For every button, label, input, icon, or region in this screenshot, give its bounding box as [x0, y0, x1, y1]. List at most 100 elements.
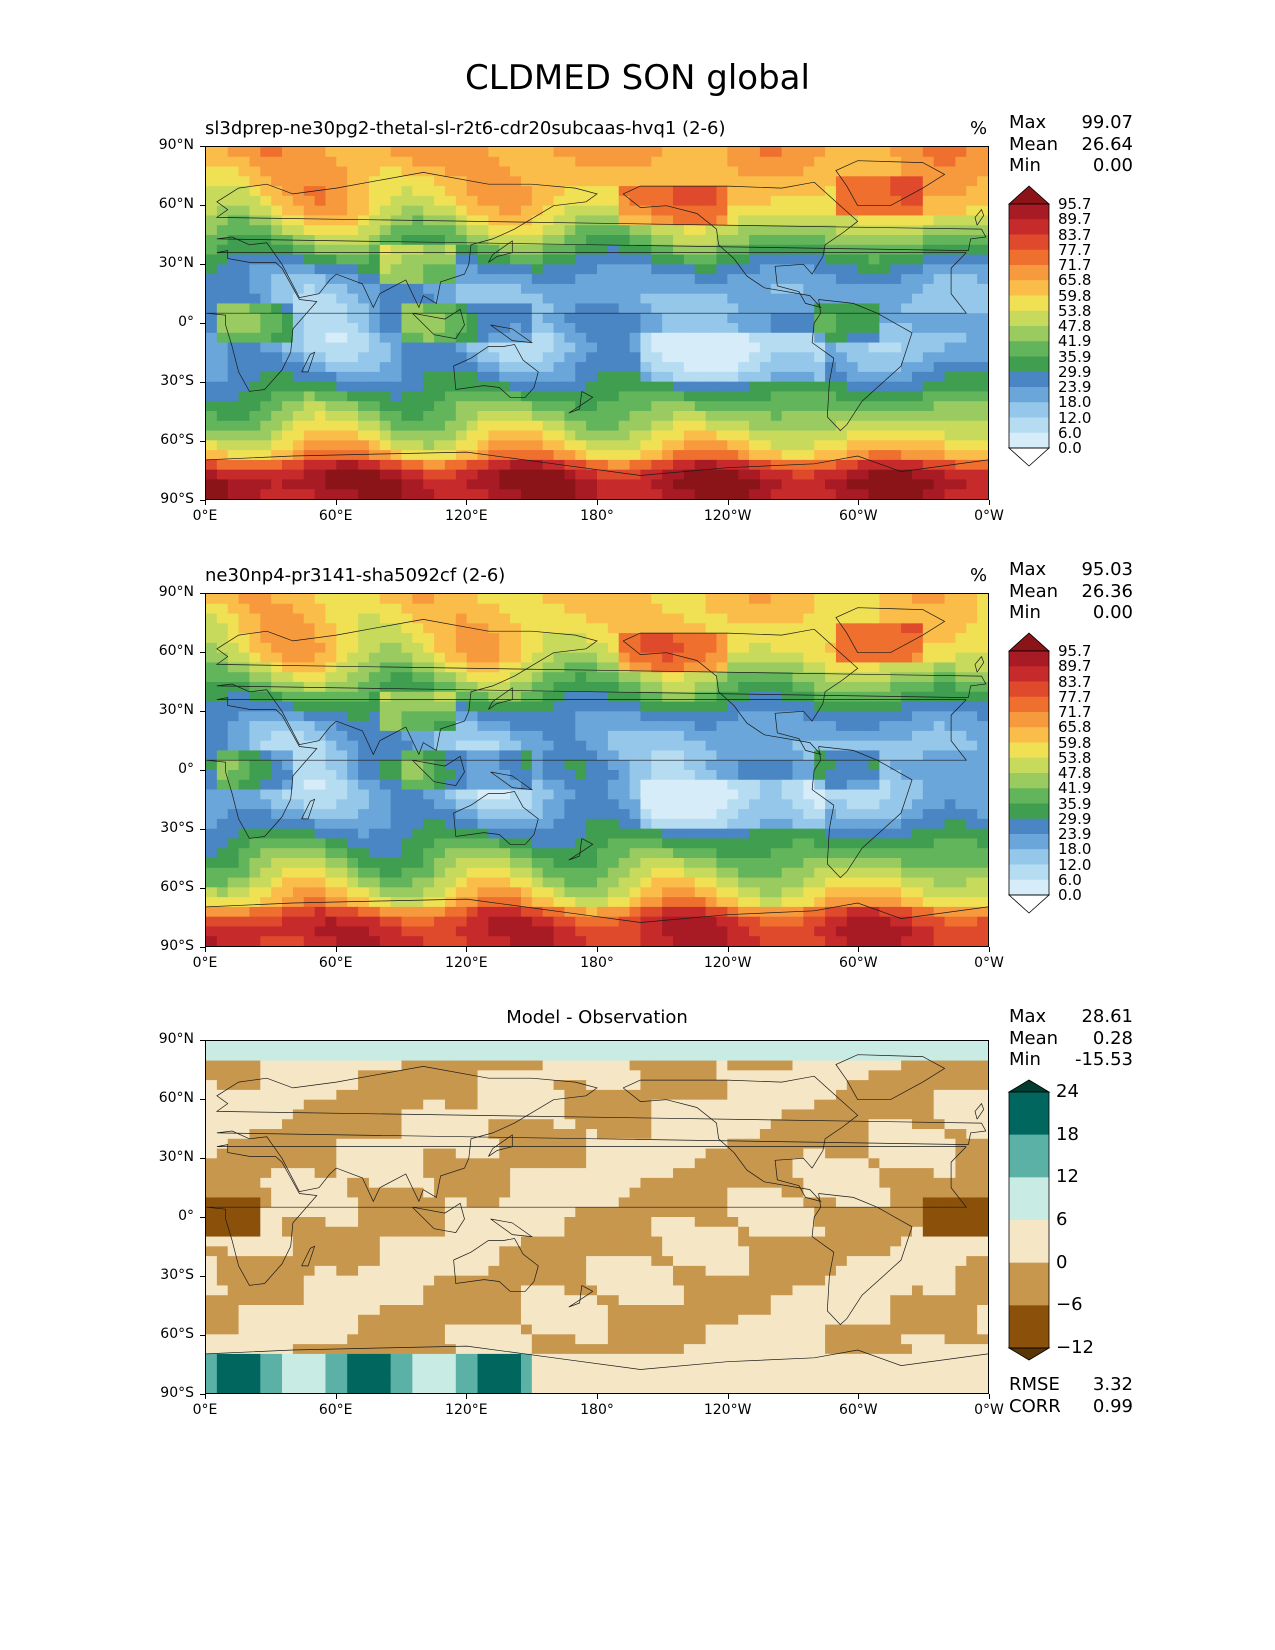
field-cell: [303, 332, 316, 344]
field-cell: [303, 371, 316, 383]
field-cell: [825, 323, 837, 334]
field-cell: [586, 594, 598, 605]
field-cell: [879, 332, 891, 344]
field-cell: [640, 303, 652, 314]
field-cell: [325, 440, 337, 451]
field-cell: [955, 770, 967, 781]
field-cell: [781, 205, 794, 217]
coastline: [215, 172, 987, 309]
field-cell: [629, 332, 642, 344]
field-cell: [944, 887, 957, 898]
field-cell: [792, 342, 804, 353]
field-cell: [455, 371, 468, 383]
field-cell: [618, 469, 631, 481]
field-cell: [803, 887, 815, 898]
field-cell: [260, 371, 272, 383]
field-cell: [803, 877, 815, 888]
field-cell: [499, 254, 511, 265]
field-cell: [477, 381, 489, 393]
field-cell: [868, 342, 880, 353]
field-cell: [564, 381, 576, 393]
field-cell: [379, 205, 392, 217]
field-cell: [249, 479, 261, 490]
field-cell: [618, 156, 631, 168]
field-cell: [977, 235, 988, 246]
field-cell: [564, 760, 576, 771]
field-cell: [683, 352, 696, 363]
field-cell: [347, 274, 359, 285]
field-cell: [955, 691, 967, 703]
field-cell: [738, 440, 750, 451]
field-cell: [347, 244, 359, 256]
field-cell: [401, 352, 413, 363]
field-cell: [238, 779, 251, 791]
field-cell: [358, 254, 370, 265]
field-cell: [944, 594, 957, 605]
field-cell: [846, 721, 859, 732]
field-cell: [857, 293, 870, 305]
field-cell: [901, 225, 913, 236]
field-cell: [531, 147, 544, 158]
field-cell: [575, 809, 587, 820]
field-cell: [911, 166, 924, 177]
field-cell: [390, 440, 403, 451]
field-cell: [325, 293, 337, 305]
field-cell: [553, 411, 566, 422]
field-cell: [879, 897, 891, 908]
field-cell: [673, 750, 685, 761]
field-cell: [792, 391, 804, 402]
field-cell: [662, 450, 674, 461]
field-cell: [662, 858, 674, 869]
field-cell: [303, 391, 316, 402]
field-cell: [738, 401, 750, 412]
field-cell: [911, 303, 924, 314]
field-cell: [423, 401, 435, 412]
field-cell: [412, 750, 424, 761]
field-cell: [955, 662, 967, 673]
field-cell: [825, 225, 837, 236]
field-cell: [955, 440, 967, 451]
field-cell: [314, 195, 327, 207]
field-cell: [520, 293, 533, 305]
field-cell: [434, 779, 446, 791]
field-cell: [966, 897, 978, 908]
field-cell: [683, 332, 696, 344]
field-cell: [466, 186, 479, 197]
field-cell: [835, 682, 848, 693]
field-cell: [401, 633, 413, 644]
field-cell: [803, 750, 815, 761]
field-cell: [379, 479, 392, 490]
field-cell: [455, 313, 468, 324]
field-cell: [835, 176, 848, 187]
field-cell: [477, 391, 489, 402]
field-cell: [651, 760, 663, 771]
field-cell: [390, 740, 403, 752]
field-cell: [933, 662, 946, 673]
field-cell: [303, 633, 316, 644]
field-cell: [868, 323, 880, 334]
field-cell: [444, 877, 457, 888]
field-cell: [206, 332, 218, 344]
field-cell: [542, 440, 555, 451]
field-cell: [292, 186, 305, 197]
field-cell: [629, 459, 642, 471]
field-cell: [738, 897, 750, 908]
field-cell: [835, 244, 848, 256]
field-cell: [564, 147, 576, 158]
field-cell: [531, 244, 544, 256]
field-cell: [227, 244, 240, 256]
field-cell: [814, 760, 826, 771]
field-cell: [390, 235, 403, 246]
field-cell: [206, 225, 218, 236]
field-cell: [705, 420, 718, 432]
field-cell: [564, 711, 576, 722]
field-cell: [716, 848, 728, 859]
field-cell: [325, 244, 337, 256]
lon-tick-label: 0°W: [974, 508, 1004, 524]
field-cell: [466, 740, 479, 752]
field-cell: [651, 342, 663, 353]
field-cell: [206, 867, 218, 879]
field-cell: [510, 672, 522, 683]
field-cell: [716, 244, 728, 256]
field-cell: [759, 420, 772, 432]
